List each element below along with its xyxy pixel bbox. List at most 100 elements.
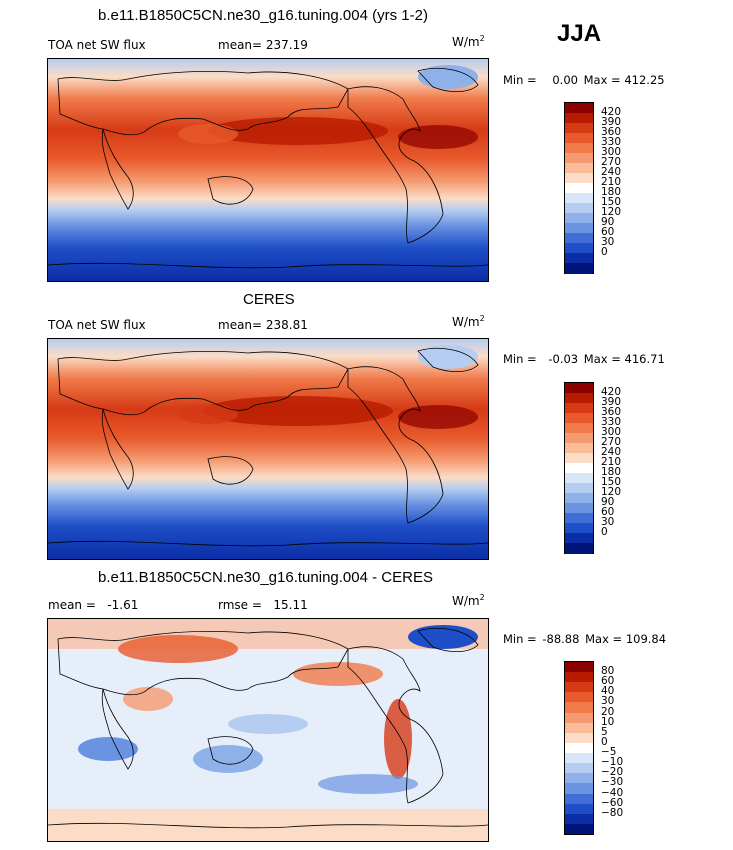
panel-3-max-value: 109.84 xyxy=(625,632,667,646)
colorbar-tick-label: 0 xyxy=(601,526,608,538)
colorbar-tick-label: −5 xyxy=(601,746,617,759)
panel-1-title: b.e11.B1850C5CN.ne30_g16.tuning.004 (yrs… xyxy=(98,7,428,24)
colorbar-swatch xyxy=(565,493,593,504)
colorbar-tick-label: 240 xyxy=(601,446,622,458)
colorbar-tick-label: 30 xyxy=(601,695,615,708)
colorbar-swatch xyxy=(565,473,593,484)
colorbar-swatch xyxy=(565,823,593,835)
panel-1-minmax: Min = 0.00 Max = 412.25 xyxy=(503,73,665,87)
colorbar-swatch xyxy=(565,133,593,144)
panel-1-units: W/m2 xyxy=(452,34,485,49)
colorbar-swatch xyxy=(565,383,593,394)
colorbar-swatch xyxy=(565,183,593,194)
season-label: JJA xyxy=(557,20,602,47)
panel-2-map xyxy=(47,338,489,560)
colorbar-tick-label: −20 xyxy=(601,766,624,779)
colorbar-tick-label: 0 xyxy=(601,246,608,258)
panel-1-colorbar xyxy=(564,102,594,274)
panel-1-mean-label: mean= 237.19 xyxy=(218,38,308,52)
colorbar-swatch xyxy=(565,793,593,805)
colorbar-tick-label: 210 xyxy=(601,456,622,468)
panel-2-colorbar xyxy=(564,382,594,554)
colorbar-tick-label: 360 xyxy=(601,406,622,418)
colorbar-tick-label: 420 xyxy=(601,106,622,118)
panel-2-minmax: Min = -0.03 Max = 416.71 xyxy=(503,352,665,366)
colorbar-tick-label: 390 xyxy=(601,116,622,128)
colorbar-swatch xyxy=(565,773,593,784)
panel-2-min-value: -0.03 xyxy=(548,352,579,366)
colorbar-tick-label: −80 xyxy=(601,806,624,819)
panel-2-min-label: Min = xyxy=(503,352,537,366)
panel-2-max-label: Max = xyxy=(583,352,621,366)
colorbar-tick-label: 150 xyxy=(601,476,622,488)
colorbar-tick-label: −10 xyxy=(601,756,624,769)
colorbar-tick-label: −30 xyxy=(601,776,624,789)
colorbar-tick-label: 30 xyxy=(601,516,615,528)
units-exponent: 2 xyxy=(479,314,485,323)
colorbar-tick-label: 270 xyxy=(601,436,622,448)
colorbar-swatch xyxy=(565,543,593,554)
colorbar-swatch xyxy=(565,413,593,424)
colorbar-swatch xyxy=(565,433,593,444)
colorbar-swatch xyxy=(565,403,593,414)
colorbar-tick-label: 180 xyxy=(601,466,622,478)
colorbar-swatch xyxy=(565,103,593,114)
colorbar-swatch xyxy=(565,123,593,134)
units-text: W/m xyxy=(452,594,480,608)
colorbar-tick-label: 0 xyxy=(601,735,608,748)
colorbar-swatch xyxy=(565,423,593,434)
colorbar-tick-label: 210 xyxy=(601,176,622,188)
colorbar-swatch xyxy=(565,783,593,795)
colorbar-swatch xyxy=(565,463,593,474)
panel-2-map-svg xyxy=(48,339,488,559)
colorbar-tick-label: 420 xyxy=(601,386,622,398)
colorbar-tick-label: 180 xyxy=(601,186,622,198)
colorbar-swatch xyxy=(565,742,593,754)
colorbar-swatch xyxy=(565,513,593,524)
panel-3-rmse-label: rmse = 15.11 xyxy=(218,598,308,612)
colorbar-tick-label: 300 xyxy=(601,146,622,158)
colorbar-tick-label: 60 xyxy=(601,506,615,518)
colorbar-tick-label: 360 xyxy=(601,126,622,138)
colorbar-swatch xyxy=(565,263,593,274)
panel-3-colorbar-ticks: 80 60 40 30 20 10 5 0 −5 −10 −20 −30 −40 −60 −80 xyxy=(601,661,641,833)
panel-3-map-svg xyxy=(48,619,488,841)
colorbar-swatch xyxy=(565,223,593,234)
colorbar-tick-label: 90 xyxy=(601,496,615,508)
colorbar-swatch xyxy=(565,163,593,174)
colorbar-tick-label: 240 xyxy=(601,166,622,178)
panel-3-min-value: -88.88 xyxy=(542,632,580,646)
colorbar-tick-label: 60 xyxy=(601,226,615,238)
colorbar-swatch xyxy=(565,763,593,774)
colorbar-swatch xyxy=(565,393,593,404)
colorbar-tick-label: 10 xyxy=(601,715,615,728)
panel-2-units: W/m2 xyxy=(452,314,485,329)
colorbar-swatch xyxy=(565,753,593,764)
colorbar-swatch xyxy=(565,443,593,454)
colorbar-swatch xyxy=(565,712,593,724)
panel-1-variable-label: TOA net SW flux xyxy=(48,38,146,52)
colorbar-swatch xyxy=(565,503,593,514)
colorbar-swatch xyxy=(565,213,593,224)
colorbar-swatch xyxy=(565,803,593,815)
panel-1-max-value: 412.25 xyxy=(624,73,665,87)
colorbar-swatch xyxy=(565,523,593,534)
colorbar-tick-label: 90 xyxy=(601,216,615,228)
colorbar-swatch xyxy=(565,682,593,693)
colorbar-swatch xyxy=(565,533,593,544)
colorbar-swatch xyxy=(565,722,593,734)
units-exponent: 2 xyxy=(479,34,485,43)
units-exponent: 2 xyxy=(479,593,485,602)
colorbar-swatch xyxy=(565,662,593,673)
panel-2-mean-label: mean= 238.81 xyxy=(218,318,308,332)
colorbar-tick-label: 30 xyxy=(601,236,615,248)
panel-2-colorbar-ticks: 420 390 360 330 300 270 240 210 180 150 120 90 60 30 0 xyxy=(601,382,641,552)
colorbar-swatch xyxy=(565,453,593,464)
panel-3-mean-label: mean = -1.61 xyxy=(48,598,139,612)
units-text: W/m xyxy=(452,315,480,329)
panel-3-map xyxy=(47,618,489,842)
colorbar-tick-label: −40 xyxy=(601,786,624,799)
panel-1-min-value: 0.00 xyxy=(552,73,578,87)
colorbar-swatch xyxy=(565,692,593,703)
colorbar-swatch xyxy=(565,193,593,204)
